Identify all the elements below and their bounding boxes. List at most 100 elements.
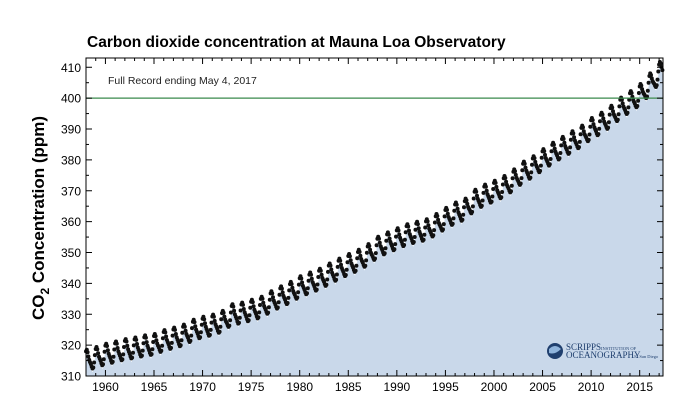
data-point <box>374 243 379 248</box>
data-point <box>503 176 508 180</box>
data-point <box>480 198 485 203</box>
data-point <box>95 347 100 352</box>
data-point <box>189 333 194 338</box>
data-point <box>561 136 566 141</box>
x-tick-label: 1985 <box>335 380 362 394</box>
data-point <box>548 157 553 161</box>
data-point <box>287 288 292 293</box>
data-point <box>338 258 343 263</box>
data-point <box>111 354 116 359</box>
data-point <box>203 321 207 326</box>
data-point <box>462 205 466 210</box>
data-point <box>572 135 577 140</box>
data-point <box>114 341 119 346</box>
data-point <box>416 226 421 231</box>
data-point <box>179 338 184 343</box>
x-tick-label: 1975 <box>238 380 265 394</box>
data-point <box>173 332 178 336</box>
data-point <box>606 120 611 125</box>
data-point <box>393 242 398 247</box>
data-point <box>266 310 271 315</box>
x-tick-label: 1965 <box>141 380 168 394</box>
data-point <box>461 212 466 217</box>
data-point <box>538 163 543 168</box>
data-point <box>91 365 96 370</box>
data-point <box>190 326 194 331</box>
data-point <box>474 189 479 194</box>
data-point <box>539 155 544 160</box>
data-point <box>423 225 428 230</box>
data-point <box>105 348 110 353</box>
data-point <box>500 190 505 194</box>
data-point <box>607 112 612 117</box>
y-tick-label: 400 <box>61 92 81 106</box>
data-point <box>530 162 534 167</box>
data-point <box>180 330 185 335</box>
data-point <box>655 77 660 82</box>
svg-text:OCEANOGRAPHY: OCEANOGRAPHY <box>566 350 641 360</box>
data-point <box>228 310 233 315</box>
data-point <box>276 300 281 305</box>
data-point <box>159 348 164 353</box>
data-point <box>571 131 576 136</box>
data-point <box>92 353 97 358</box>
data-point <box>471 196 476 201</box>
data-point <box>247 313 252 318</box>
data-point <box>538 168 543 173</box>
data-point <box>382 251 387 256</box>
data-point <box>131 343 136 348</box>
data-point <box>169 340 174 345</box>
data-point <box>348 258 353 263</box>
data-point <box>568 137 573 142</box>
co2-area <box>86 65 663 376</box>
data-point <box>271 295 275 300</box>
data-point <box>241 302 245 307</box>
data-point <box>164 334 169 339</box>
data-point <box>520 168 525 173</box>
data-point <box>451 216 456 221</box>
data-point <box>513 172 518 177</box>
data-point <box>500 182 505 187</box>
data-point <box>345 260 350 265</box>
data-point <box>578 132 583 137</box>
data-point <box>105 344 109 348</box>
data-point <box>581 129 586 134</box>
data-point <box>660 68 665 73</box>
data-point <box>202 317 207 322</box>
data-point <box>528 175 533 180</box>
data-point <box>86 354 91 359</box>
plot-frame <box>85 57 664 377</box>
data-point <box>135 342 139 346</box>
data-point <box>513 169 517 174</box>
data-point <box>102 349 107 354</box>
data-point <box>581 125 585 130</box>
data-point <box>198 335 203 340</box>
data-point <box>586 137 591 142</box>
data-point <box>626 105 631 110</box>
data-point <box>494 184 499 189</box>
data-point <box>645 88 650 93</box>
data-point <box>143 335 148 340</box>
data-point <box>329 267 334 272</box>
data-point <box>504 179 509 184</box>
y-tick-label: 330 <box>61 308 81 322</box>
x-tick-label: 1995 <box>432 380 459 394</box>
data-point <box>296 290 301 295</box>
data-point <box>309 272 313 277</box>
data-point <box>85 350 90 355</box>
data-point <box>122 345 126 349</box>
svg-text:SCRIPPS: SCRIPPS <box>566 342 601 352</box>
data-point <box>373 256 377 261</box>
data-point <box>597 126 602 131</box>
data-point <box>436 217 441 222</box>
data-point <box>568 145 573 150</box>
data-point <box>611 109 615 114</box>
data-point <box>335 264 340 269</box>
data-point <box>299 276 304 281</box>
data-point <box>646 80 651 85</box>
data-point <box>267 297 272 302</box>
data-point <box>551 142 556 147</box>
data-point <box>656 69 661 74</box>
data-point <box>211 314 216 319</box>
data-point <box>654 83 659 88</box>
